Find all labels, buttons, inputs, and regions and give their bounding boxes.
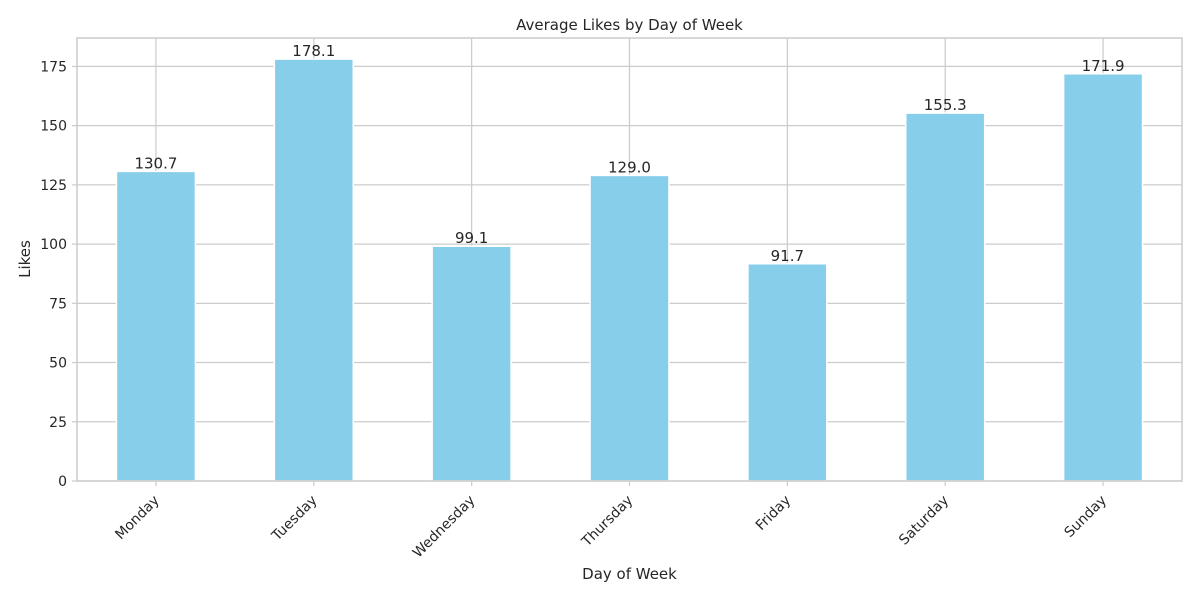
bar-saturday: [905, 112, 986, 482]
x-tick-label-saturday: Saturday: [896, 493, 952, 549]
bar-monday: [115, 170, 197, 482]
x-tick-label-monday: Monday: [112, 493, 162, 543]
data-labels: 130.7 178.1 99.1 129.0 91.7 155.3 171.9: [134, 42, 1124, 265]
y-axis-label: Likes: [16, 240, 34, 278]
bar-thursday: [589, 174, 670, 482]
x-tick-label-tuesday: Tuesday: [268, 493, 320, 545]
x-axis-label: Day of Week: [582, 565, 677, 583]
x-tick-label-friday: Friday: [753, 493, 794, 534]
bar-wednesday: [431, 245, 512, 482]
data-label-wednesday: 99.1: [455, 229, 488, 247]
data-label-monday: 130.7: [134, 154, 177, 172]
bar-friday: [747, 263, 828, 482]
y-tick-label: 75: [49, 296, 67, 312]
data-label-thursday: 129.0: [608, 158, 651, 176]
data-label-sunday: 171.9: [1082, 57, 1125, 75]
y-tick-label: 125: [40, 178, 67, 194]
y-tick-label: 0: [58, 474, 67, 490]
bar-tuesday: [273, 58, 355, 482]
y-tick-label: 100: [40, 237, 67, 253]
chart-title: Average Likes by Day of Week: [516, 16, 743, 34]
data-label-saturday: 155.3: [924, 96, 967, 114]
data-label-friday: 91.7: [771, 247, 804, 265]
y-tick-label: 50: [49, 356, 67, 372]
bars: [115, 58, 1144, 482]
bar-sunday: [1062, 73, 1144, 482]
y-tick-label: 150: [40, 119, 67, 135]
data-label-tuesday: 178.1: [292, 42, 335, 60]
x-tick-label-wednesday: Wednesday: [410, 493, 479, 562]
x-tick-label-thursday: Thursday: [578, 493, 636, 551]
y-tick-label: 175: [40, 59, 67, 75]
axes: [72, 37, 1183, 486]
y-tick-label: 25: [49, 415, 67, 431]
x-tick-label-sunday: Sunday: [1062, 493, 1110, 541]
